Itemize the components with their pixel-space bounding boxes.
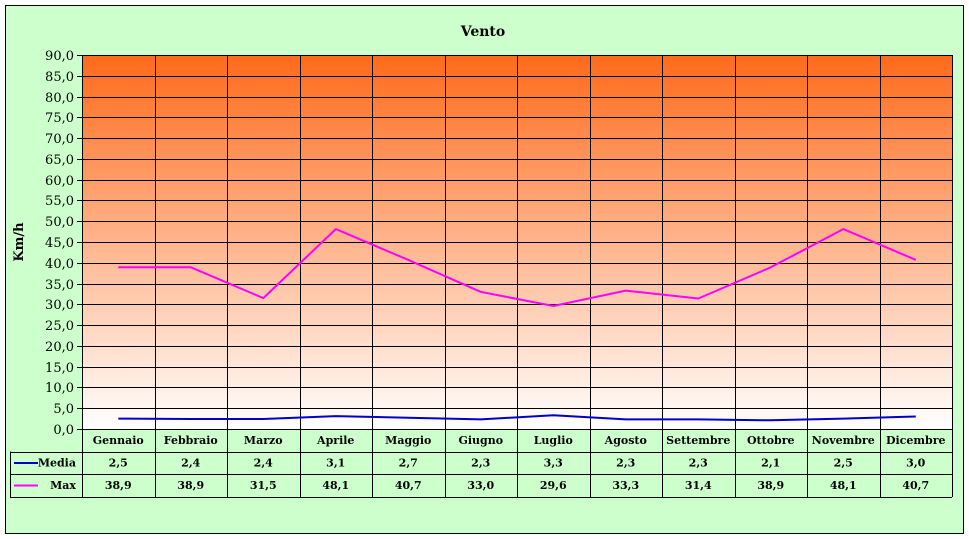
y-tick-label: 55,0: [45, 194, 74, 209]
data-label: 48,1: [830, 479, 857, 492]
data-label: 31,4: [685, 479, 712, 492]
data-label: 33,0: [467, 479, 494, 492]
y-tick-label: 75,0: [45, 111, 74, 126]
data-label: 2,1: [761, 457, 780, 470]
y-tick-label: 90,0: [45, 49, 74, 64]
data-label: 2,3: [471, 457, 490, 470]
data-label: 2,5: [834, 457, 853, 470]
y-tick-label: 80,0: [45, 91, 74, 106]
data-label: 3,1: [326, 457, 345, 470]
x-tick-label: Aprile: [316, 434, 354, 447]
y-tick-label: 0,0: [53, 423, 74, 438]
x-tick-label: Dicembre: [886, 434, 946, 447]
data-label: 29,6: [540, 479, 567, 492]
data-label: 33,3: [612, 479, 639, 492]
y-tick-label: 15,0: [45, 361, 74, 376]
data-label: 2,7: [399, 457, 418, 470]
data-label: 2,3: [616, 457, 635, 470]
y-tick-label: 5,0: [53, 402, 74, 417]
x-tick-label: Settembre: [666, 434, 730, 447]
x-tick-label: Febbraio: [164, 434, 218, 447]
y-tick-label: 45,0: [45, 236, 74, 251]
y-tick-label: 20,0: [45, 340, 74, 355]
y-tick-label: 40,0: [45, 257, 74, 272]
y-tick-label: 10,0: [45, 381, 74, 396]
y-tick-label: 35,0: [45, 278, 74, 293]
data-label: 2,4: [181, 457, 200, 470]
series-line-max: [118, 228, 917, 307]
legend-label: Max: [50, 479, 76, 492]
y-tick-label: 30,0: [45, 298, 74, 313]
y-tick-label: 65,0: [45, 153, 74, 168]
x-tick-label: Novembre: [812, 434, 875, 447]
y-axis-label: Km/h: [12, 222, 27, 262]
x-tick-label: Giugno: [458, 434, 503, 447]
data-label: 3,3: [544, 457, 563, 470]
data-label: 3,0: [906, 457, 925, 470]
data-label: 40,7: [395, 479, 422, 492]
x-tick-label: Ottobre: [747, 434, 795, 447]
data-label: 38,9: [177, 479, 204, 492]
data-label: 2,5: [109, 457, 128, 470]
y-tick-label: 85,0: [45, 70, 74, 85]
legend-label: Media: [38, 457, 76, 470]
data-label: 2,3: [689, 457, 708, 470]
data-label: 38,9: [105, 479, 132, 492]
series-line-media: [118, 414, 916, 422]
data-label: 48,1: [322, 479, 349, 492]
data-table: Gennaio Febbraio Marzo Aprile Maggio Giugno Lu…: [10, 429, 952, 498]
x-tick-label: Luglio: [534, 434, 573, 447]
x-tick-label: Agosto: [604, 434, 647, 447]
data-label: 2,4: [254, 457, 273, 470]
y-tick-label: 60,0: [45, 174, 74, 189]
x-tick-label: Gennaio: [93, 434, 144, 447]
data-label: 40,7: [902, 479, 929, 492]
y-axis-ticks: 0,0 5,0 10,0 15,0 20,0 25,0 30,0 35,0 40,0 45,0 50…: [45, 49, 82, 438]
x-tick-label: Marzo: [244, 434, 283, 447]
y-tick-label: 25,0: [45, 319, 74, 334]
data-label: 38,9: [757, 479, 784, 492]
x-tick-label: Maggio: [385, 434, 431, 447]
chart-title: Vento: [460, 24, 505, 40]
y-tick-label: 70,0: [45, 132, 74, 147]
data-label: 31,5: [250, 479, 277, 492]
y-tick-label: 50,0: [45, 215, 74, 230]
series-lines: [118, 228, 917, 422]
grid: [82, 55, 953, 497]
